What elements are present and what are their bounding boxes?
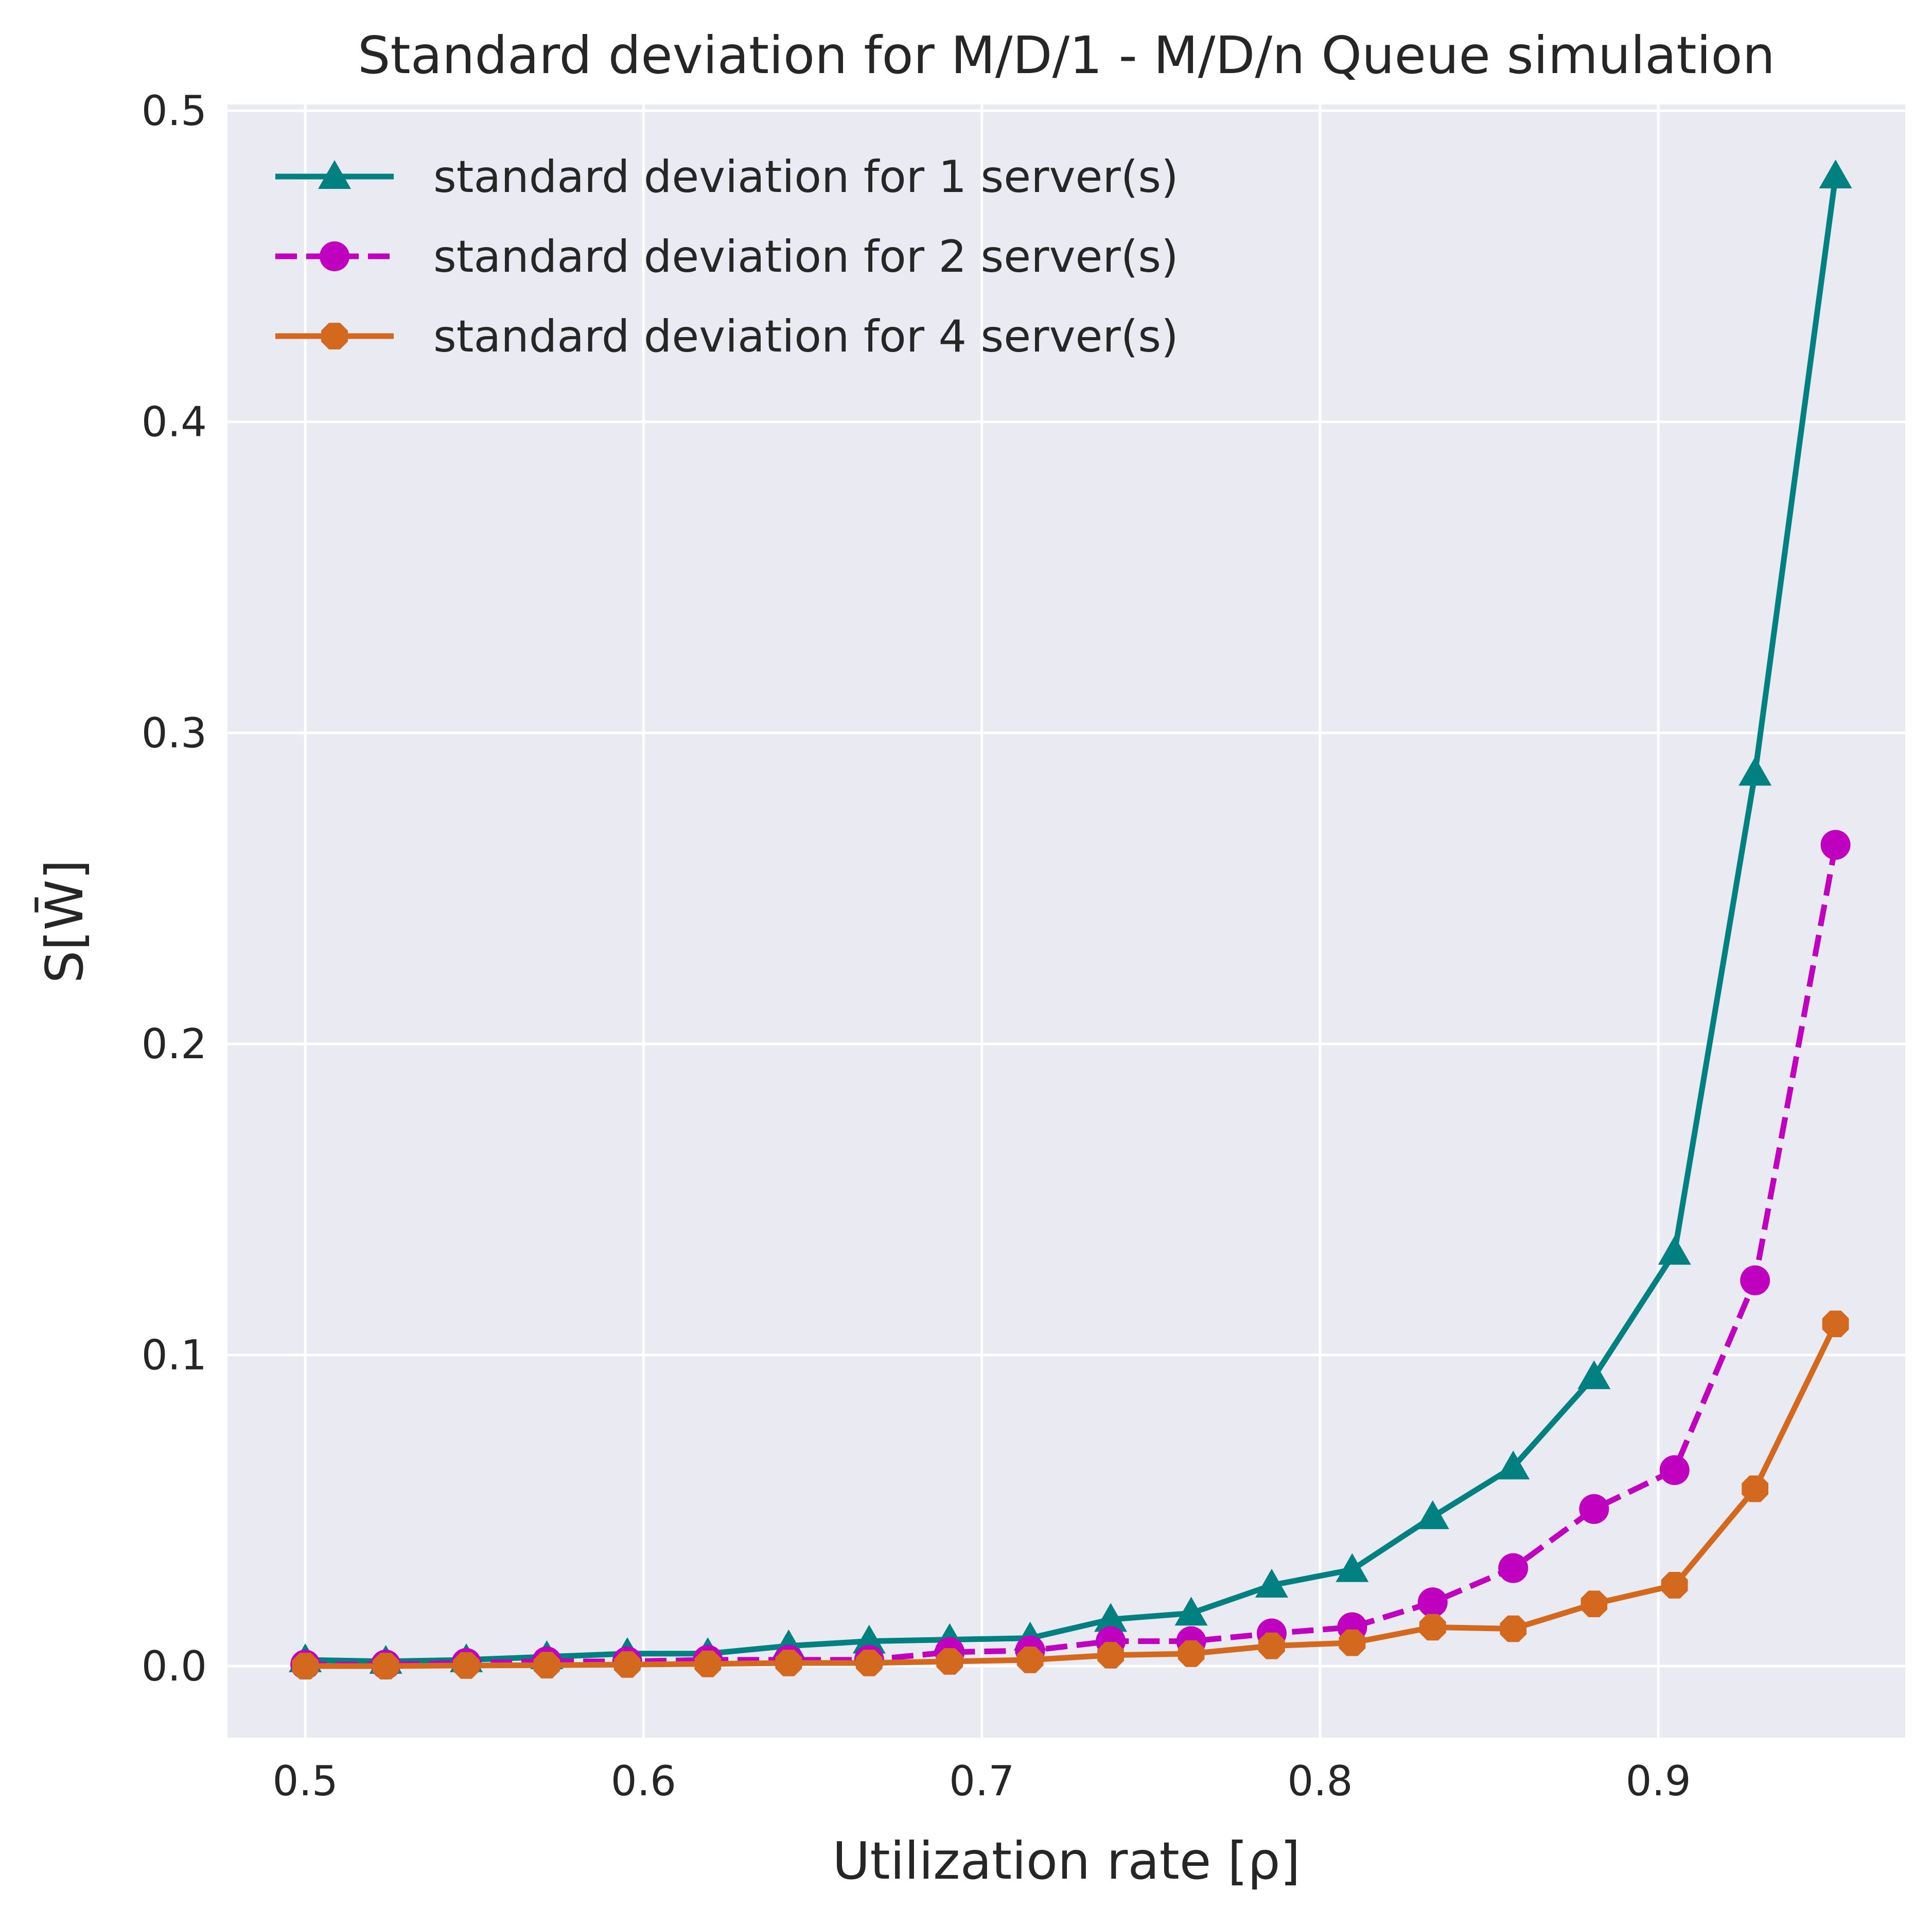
data-point [1416,1500,1449,1529]
y-tick-label: 0.4 [142,398,207,446]
data-point [1819,160,1852,189]
y-tick-label: 0.5 [142,87,207,135]
data-point [1339,1629,1366,1656]
y-axis-label: S[W̄] [34,860,95,983]
legend-marker [318,160,351,189]
data-point [1417,1587,1448,1618]
data-point [1174,1597,1208,1626]
data-point [453,1652,480,1679]
series-3 [292,1310,1849,1679]
data-point [1498,1553,1529,1583]
x-tick-label: 0.8 [1287,1757,1353,1805]
legend-entry: standard deviation for 2 server(s) [275,231,1179,283]
data-point [775,1650,802,1676]
data-point [1178,1640,1205,1667]
data-point [1820,830,1851,860]
data-point [372,1653,399,1679]
y-tick-label: 0.3 [142,709,207,757]
data-point [1579,1494,1609,1524]
x-tick-label: 0.7 [949,1757,1014,1805]
x-tick-label: 0.5 [273,1757,338,1805]
x-tick-label: 0.6 [611,1757,676,1805]
series-layer [289,160,1852,1679]
data-point [292,1653,319,1679]
plot-background [227,104,1905,1738]
data-point [1419,1614,1446,1641]
data-point [855,1650,883,1676]
data-point [1336,1553,1369,1582]
data-point [852,1624,886,1654]
data-point [1577,1360,1611,1389]
data-point [533,1652,560,1678]
data-point [1094,1603,1128,1632]
legend-marker [321,323,348,349]
data-point [1738,757,1772,786]
tick-labels: 0.5 0.6 0.7 0.8 0.9 0.0 0.1 0.2 0.3 0.4 0.5 [142,87,1691,1805]
data-point [1255,1568,1288,1598]
data-point [614,1651,641,1678]
legend-entry: standard deviation for 1 server(s) [275,151,1179,203]
data-point [1497,1450,1530,1480]
legend-label: standard deviation for 2 server(s) [433,231,1179,283]
data-point [1500,1615,1527,1642]
data-point [1580,1590,1608,1617]
series-line [305,1322,1838,1669]
grid [227,104,1905,1738]
data-point [1258,1632,1285,1659]
data-point [1659,1455,1690,1485]
legend-label: standard deviation for 1 server(s) [433,151,1179,203]
data-point [936,1648,963,1675]
data-point [1658,1236,1691,1265]
legend-marker [320,241,349,271]
x-axis-label: Utilization rate [ρ] [832,1831,1300,1891]
y-tick-label: 0.0 [142,1642,207,1690]
chart-title: Standard deviation for M/D/1 - M/D/n Que… [358,25,1775,85]
legend: standard deviation for 1 server(s) standa… [275,151,1179,362]
data-point [1740,1265,1770,1296]
legend-label: standard deviation for 4 server(s) [433,311,1179,362]
data-point [1822,1310,1849,1337]
data-point [1742,1475,1768,1502]
data-point [694,1650,722,1677]
data-point [1097,1642,1124,1669]
data-point [1016,1647,1044,1673]
y-tick-label: 0.2 [142,1020,207,1068]
x-tick-label: 0.9 [1626,1757,1691,1805]
data-point [1661,1572,1688,1599]
y-tick-label: 0.1 [142,1332,207,1379]
legend-entry: standard deviation for 4 server(s) [275,311,1179,362]
